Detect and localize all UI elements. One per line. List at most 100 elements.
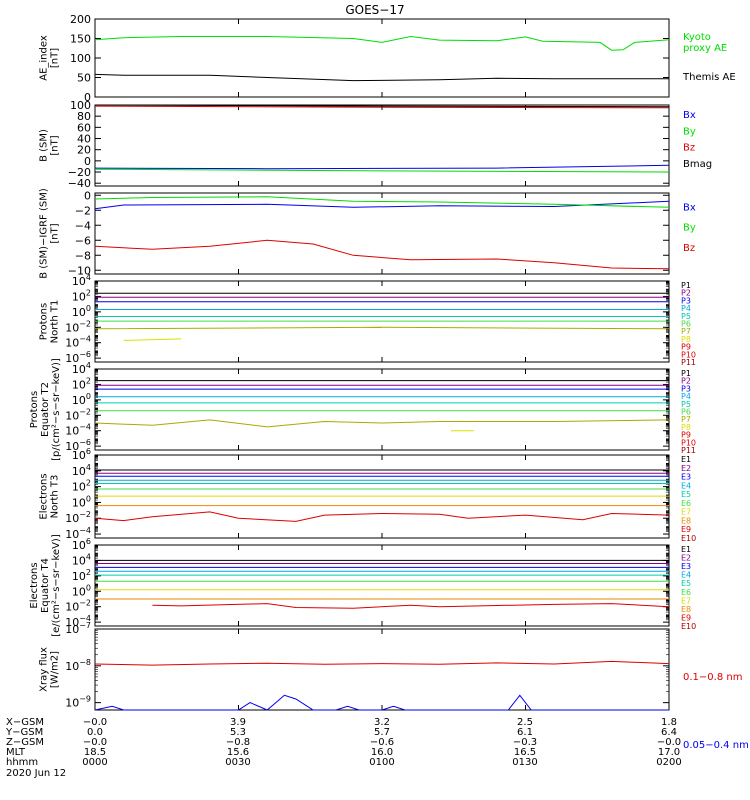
legend-entry: By [683, 223, 696, 234]
legend-entry: P2 [681, 289, 691, 298]
y-tick-label: −8 [75, 249, 91, 262]
footer-value: 0100 [369, 757, 394, 768]
series-line-bz [94, 105, 670, 109]
legend-entry: 0.05−0.4 nm [683, 740, 749, 751]
y-axis-label: B (SM) [39, 129, 50, 162]
legend-entry: E6 [681, 499, 691, 508]
y-axis-label: [p/(cm²−s−sr−keV)] [51, 358, 62, 461]
legend-entry: E2 [681, 464, 691, 473]
y-tick-label: 100 [70, 99, 91, 112]
footer-date: 2020 Jun 12 [6, 768, 66, 779]
footer-row-label: MLT [6, 747, 26, 758]
y-tick-label: 0 [84, 189, 91, 202]
y-tick-label: 200 [70, 13, 91, 26]
y-tick-label: 104 [72, 552, 91, 567]
legend-entry: Bmag [683, 159, 712, 170]
footer-value: 0000 [82, 757, 107, 768]
y-tick-label: 102 [72, 376, 91, 391]
series-line-e9 [152, 603, 670, 609]
legend-entry: E5 [681, 579, 691, 588]
legend-entry: E4 [681, 571, 691, 580]
legend-entry: P3 [681, 384, 691, 393]
legend-entry: Kyoto [683, 32, 711, 43]
y-tick-label: 60 [77, 121, 91, 134]
footer-value: 1.8 [661, 717, 677, 728]
footer-value: 6.1 [517, 727, 533, 738]
y-tick-label: 106 [72, 537, 91, 552]
footer-value: 0200 [656, 757, 681, 768]
y-tick-label: 100 [72, 304, 91, 319]
y-tick-label: 102 [72, 479, 91, 494]
y-axis-label: [e/(cm²−s−sr−keV)] [51, 534, 62, 637]
legend-entry: E10 [681, 622, 696, 631]
y-tick-label: 150 [70, 33, 91, 46]
legend-entry: P11 [681, 358, 696, 367]
series-line-0-1-0-8-nm [94, 660, 670, 666]
y-axis-label: Electrons [39, 473, 50, 519]
y-tick-label: 10−2 [65, 599, 91, 614]
legend-entry: E9 [681, 613, 691, 622]
series-line-p7 [94, 419, 670, 428]
legend-entry: E3 [681, 562, 691, 571]
legend-entry: By [683, 126, 696, 137]
panel-bigrf: 0 −2 −4 −6 −8 −10 B (SM)−IGRF (SM) [nT] Bx By Bz [39, 188, 696, 279]
footer-value: 16.0 [371, 747, 393, 758]
legend-entry: P5 [681, 312, 691, 321]
y-tick-label: 106 [72, 447, 91, 462]
legend-entry: Bx [683, 202, 696, 213]
y-tick-label: 102 [72, 288, 91, 303]
footer-value: 0130 [512, 757, 537, 768]
footer-row-label: Y−GSM [5, 727, 43, 738]
legend-entry: E7 [681, 596, 691, 605]
footer-value: 17.0 [658, 747, 680, 758]
y-tick-label: 50 [77, 72, 91, 85]
series-line-bz [94, 239, 670, 270]
y-tick-label: 0 [84, 155, 91, 168]
series-line-bx [94, 200, 670, 210]
footer-row-label: hhmm [6, 757, 38, 768]
footer-value: 5.3 [230, 727, 246, 738]
series-line-themis-ae [94, 73, 669, 82]
y-tick-label: 10−2 [65, 407, 91, 422]
y-tick-label: 10−2 [65, 510, 91, 525]
legend-entry: P1 [681, 281, 691, 290]
footer-value: −0.0 [83, 737, 107, 748]
legend-entry: P9 [681, 343, 691, 352]
y-tick-label: 40 [77, 133, 91, 146]
y-tick-label: 100 [70, 52, 91, 65]
footer-value: −0.0 [83, 717, 107, 728]
legend-entry: P3 [681, 296, 691, 305]
series-line-p7 [94, 326, 670, 330]
footer-value: 3.9 [230, 717, 246, 728]
series-line-by [94, 196, 670, 208]
y-tick-label: −10 [68, 264, 91, 277]
y-tick-label: −6 [75, 234, 91, 247]
y-tick-label: 100 [72, 494, 91, 509]
footer-value: −0.6 [370, 737, 394, 748]
y-tick-label: 10−9 [65, 695, 91, 710]
footer-value: 3.2 [374, 717, 390, 728]
panel-frame [94, 628, 670, 711]
y-tick-label: 10−4 [65, 423, 91, 438]
footer-value: 5.7 [374, 727, 390, 738]
y-tick-label: 0 [84, 91, 91, 104]
y-tick-label: −20 [68, 166, 91, 179]
y-axis-label: [W/m2] [50, 651, 61, 688]
y-tick-label: 10−4 [65, 526, 91, 541]
legend-entry: E1 [681, 545, 691, 554]
y-tick-label: 10−4 [65, 335, 91, 350]
y-axis-label: Protons [29, 391, 40, 428]
y-axis-label: Protons [39, 303, 50, 340]
footer-value: 0.0 [87, 727, 103, 738]
legend-entry: P9 [681, 431, 691, 440]
legend-entry: E3 [681, 473, 691, 482]
legend-entry: Bz [683, 243, 695, 254]
legend-entry: E7 [681, 508, 691, 517]
legend-entry: E5 [681, 490, 691, 499]
legend-entry: proxy AE [683, 43, 727, 54]
